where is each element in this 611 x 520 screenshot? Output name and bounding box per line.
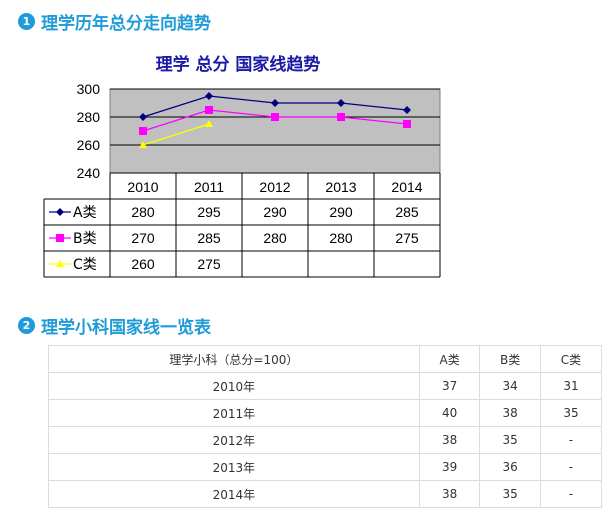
section-number-badge: 1 (18, 12, 35, 30)
column-header: A类 (418, 345, 481, 373)
table-cell: 35 (479, 426, 541, 454)
column-header: 理学小科（总分=100） (48, 345, 420, 373)
column-header: C类 (539, 345, 603, 373)
column-header: B类 (479, 345, 541, 373)
section-number-badge: 2 (18, 316, 35, 334)
table-cell: - (539, 426, 603, 454)
table-row: 2010年 37 34 31 (48, 372, 603, 400)
table-row: 2012年 38 35 - (48, 426, 603, 454)
data-label: 280 (263, 230, 287, 246)
data-point (337, 113, 345, 121)
data-point (271, 99, 279, 107)
data-label: 285 (197, 230, 221, 246)
table-cell: 34 (479, 372, 541, 400)
section-title: 理学小科国家线一览表 (41, 317, 211, 338)
data-label: 285 (395, 204, 419, 220)
table-cell: 2010年 (48, 372, 420, 400)
y-tick-label: 260 (77, 137, 101, 153)
legend-marker (56, 234, 64, 242)
data-label: 295 (197, 204, 221, 220)
legend-label: A类 (73, 205, 97, 221)
data-point (205, 120, 213, 127)
table-cell: 2013年 (48, 453, 420, 481)
legend-label: C类 (73, 257, 97, 273)
subject-score-table: 理学小科（总分=100） A类 B类 C类 2010年 37 34 31 201… (48, 345, 603, 508)
table-cell: 2011年 (48, 399, 420, 427)
table-cell: 31 (539, 372, 603, 400)
data-point (205, 92, 213, 100)
data-point (205, 106, 213, 114)
x-tick-label: 2011 (194, 179, 224, 195)
table-cell: 39 (418, 453, 481, 481)
data-label: 275 (197, 256, 221, 272)
data-label: 275 (395, 230, 419, 246)
table-cell: 38 (418, 480, 481, 508)
data-point (271, 113, 279, 121)
legend-marker (56, 208, 64, 216)
data-label: 260 (131, 256, 155, 272)
data-point (139, 127, 147, 135)
table-cell: 2012年 (48, 426, 420, 454)
data-point (403, 120, 411, 128)
data-label: 280 (329, 230, 353, 246)
table-row: 2014年 38 35 - (48, 480, 603, 508)
table-row: 2013年 39 36 - (48, 453, 603, 481)
data-label: 280 (131, 204, 155, 220)
data-point (139, 113, 147, 121)
line-chart: 理学 总分 国家线趋势 240 260 280 300 2010 2011 2012 2013 2… (43, 54, 441, 278)
data-point (403, 106, 411, 114)
data-label: 290 (329, 204, 353, 220)
table-header-row: 理学小科（总分=100） A类 B类 C类 (48, 345, 603, 373)
series-line (142, 123, 210, 146)
table-cell: 2014年 (48, 480, 420, 508)
y-tick-label: 280 (77, 109, 101, 125)
x-tick-label: 2010 (127, 179, 158, 195)
x-tick-label: 2014 (391, 179, 422, 195)
table-cell: - (539, 453, 603, 481)
table-cell: 36 (479, 453, 541, 481)
table-cell: 38 (418, 426, 481, 454)
data-label: 270 (131, 230, 155, 246)
legend-label: B类 (73, 231, 97, 247)
x-tick-label: 2013 (325, 179, 356, 195)
table-row: 2011年 40 38 35 (48, 399, 603, 427)
legend-marker (56, 260, 64, 267)
section-1-header: 1 理学历年总分走向趋势 (18, 8, 211, 34)
data-label: 290 (263, 204, 287, 220)
table-cell: 38 (479, 399, 541, 427)
data-point (337, 99, 345, 107)
table-cell: 35 (479, 480, 541, 508)
y-tick-label: 240 (77, 165, 101, 181)
y-tick-label: 300 (77, 81, 101, 97)
table-cell: 40 (418, 399, 481, 427)
data-point (139, 141, 147, 148)
chart-title: 理学 总分 国家线趋势 (156, 54, 321, 75)
table-cell: 35 (539, 399, 603, 427)
section-title: 理学历年总分走向趋势 (41, 13, 211, 34)
table-cell: - (539, 480, 603, 508)
x-tick-label: 2012 (259, 179, 290, 195)
table-cell: 37 (418, 372, 481, 400)
section-2-header: 2 理学小科国家线一览表 (18, 312, 211, 338)
